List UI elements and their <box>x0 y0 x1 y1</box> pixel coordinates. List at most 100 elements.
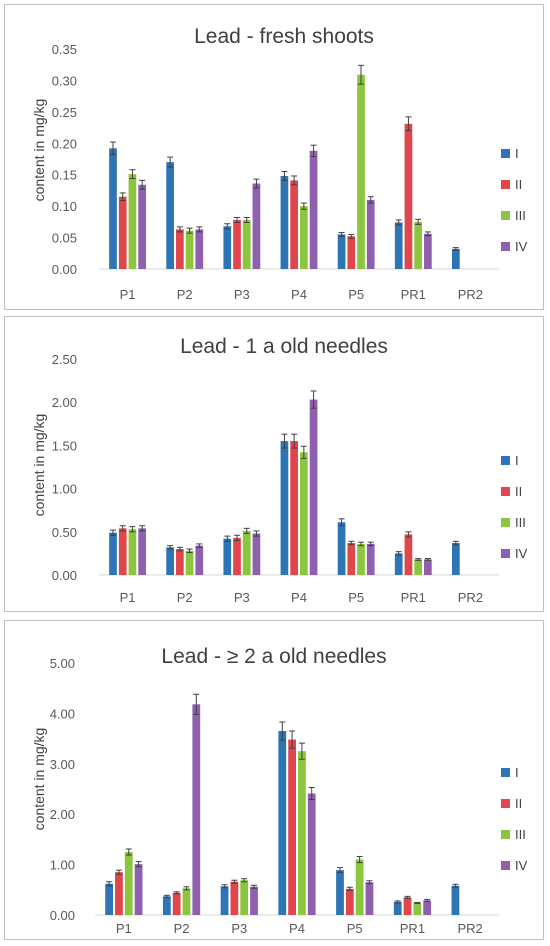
legend-label: IV <box>515 546 528 561</box>
bar-IV-P4 <box>307 793 316 915</box>
chart-panel-1a-old-needles: 0.00 0.50 1.00 1.50 2.00 2.50 P1 P2 P3 P4 P5 PR1 PR2… <box>4 316 544 612</box>
bar-IV-P4 <box>309 150 318 269</box>
bar-II-P1 <box>115 872 123 915</box>
error-bar <box>253 530 260 537</box>
chart-plot-fresh-shoots: 0.00 0.05 0.10 0.15 0.20 0.25 0.30 0.35 P1 P2 P3 P4… <box>52 42 499 302</box>
error-bar <box>196 543 203 548</box>
y-tick-label: 0.00 <box>52 262 77 277</box>
bar-I-PR1 <box>394 222 403 269</box>
error-bar <box>348 233 355 239</box>
error-bar <box>119 192 126 201</box>
error-bar <box>308 786 315 801</box>
y-tick-label: 0.25 <box>52 105 77 120</box>
error-bar <box>291 433 298 449</box>
x-tick-label: P4 <box>289 921 305 936</box>
bar-I-P2 <box>166 162 174 269</box>
error-bar <box>139 525 146 532</box>
error-bar <box>281 433 288 449</box>
bar-IV-P1 <box>134 864 143 915</box>
legend-label: I <box>515 453 519 468</box>
bar-III-P1 <box>128 529 137 575</box>
y-tick-label: 1.50 <box>52 438 77 453</box>
error-bar <box>224 535 231 542</box>
error-bar <box>300 445 307 459</box>
y-tick-label: 5.00 <box>50 656 75 671</box>
y-tick-label: 2.00 <box>50 807 75 822</box>
bar-II-P5 <box>347 236 356 269</box>
bar-III-P3 <box>240 880 249 915</box>
x-tick-label: P5 <box>347 921 363 936</box>
error-bar <box>129 169 136 179</box>
error-bar <box>234 534 240 541</box>
error-bar <box>367 196 374 204</box>
bar-II-P4 <box>290 441 298 575</box>
x-tick-label: P1 <box>120 287 136 302</box>
error-bar <box>366 880 373 885</box>
error-bar <box>405 531 412 538</box>
y-tick-label: 0.05 <box>52 231 77 246</box>
bar-IV-P5 <box>365 882 374 915</box>
bar-III-P2 <box>185 230 194 269</box>
bar-I-P4 <box>280 175 289 269</box>
bar-III-P5 <box>357 543 365 575</box>
bar-III-PR1 <box>413 902 422 915</box>
error-bar <box>298 742 305 760</box>
bar-IV-P5 <box>366 543 375 575</box>
bar-II-PR1 <box>404 123 413 269</box>
bar-I-PR1 <box>393 901 402 915</box>
bar-I-P3 <box>223 226 232 269</box>
error-bar <box>338 518 345 527</box>
bar-II-P3 <box>230 881 239 915</box>
bar-III-P1 <box>124 852 133 915</box>
bar-II-P4 <box>288 739 296 915</box>
error-bar <box>395 551 402 556</box>
x-tick-label: P1 <box>120 590 136 605</box>
error-bar <box>346 886 353 891</box>
y-tick-label: 3.00 <box>50 757 75 772</box>
error-bar <box>167 156 174 168</box>
error-bar <box>424 898 431 902</box>
legend-swatch <box>501 768 510 777</box>
error-bar <box>348 540 355 546</box>
bar-I-P3 <box>220 886 229 915</box>
error-bar <box>338 232 345 237</box>
legend-label: I <box>515 146 519 161</box>
bar-I-PR2 <box>452 248 460 269</box>
bar-IV-PR1 <box>424 233 432 269</box>
bar-III-P4 <box>300 452 308 575</box>
bar-II-P5 <box>345 888 354 915</box>
legend-swatch <box>501 487 510 496</box>
error-bar <box>310 144 317 157</box>
bar-I-P1 <box>105 883 114 915</box>
bar-III-P5 <box>355 859 364 915</box>
bar-IV-P3 <box>250 886 258 915</box>
y-tick-label: 1.00 <box>50 858 75 873</box>
y-tick-label: 0.10 <box>52 199 77 214</box>
bar-III-P3 <box>242 219 251 269</box>
error-bar <box>253 178 260 189</box>
bar-I-PR2 <box>451 885 460 915</box>
error-bar <box>415 218 422 225</box>
error-bar <box>176 226 183 233</box>
legend-label: IV <box>515 239 528 254</box>
error-bar <box>183 886 190 891</box>
bar-III-P5 <box>357 74 365 270</box>
bar-III-P4 <box>298 751 306 915</box>
x-tick-label: PR2 <box>458 590 483 605</box>
chart-panel-2a-old-needles: 0.00 1.00 2.00 3.00 4.00 5.00 P1 P2 P3 P4 P5 PR1 PR2… <box>4 620 544 940</box>
x-tick-label: PR1 <box>401 287 426 302</box>
y-tick-label: 0.00 <box>50 908 75 923</box>
error-bar <box>110 141 116 156</box>
bar-I-P4 <box>280 441 289 575</box>
error-bar <box>291 175 298 186</box>
x-tick-label: P2 <box>177 287 193 302</box>
error-bar <box>176 546 183 552</box>
bar-I-P5 <box>336 870 344 915</box>
chart-plot-1a-old-needles: 0.00 0.50 1.00 1.50 2.00 2.50 P1 P2 P3 P4 P5 PR1 PR2 <box>52 352 499 605</box>
bar-IV-P3 <box>252 533 261 575</box>
bar-II-P2 <box>176 549 184 575</box>
bar-II-P1 <box>118 528 127 575</box>
x-tick-label: P3 <box>231 921 247 936</box>
bar-II-P5 <box>347 543 356 575</box>
x-tick-label: P4 <box>291 590 307 605</box>
